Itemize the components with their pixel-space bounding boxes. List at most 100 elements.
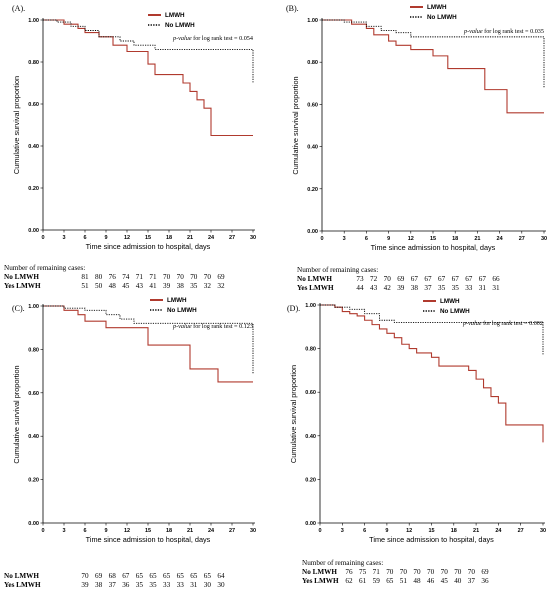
x-tick-label: 0 — [318, 528, 321, 534]
table-cell: 65 — [163, 572, 171, 580]
y-axis-label: Cumulative survival proportion — [289, 365, 298, 463]
table-cell: 37 — [467, 577, 475, 585]
x-tick-label: 12 — [406, 528, 412, 534]
x-tick-label: 21 — [473, 528, 479, 534]
km-chart-d: 0 3 6 9 12 15 18 21 24 27 30 0.00 0.20 0.40 0.60 0.80 1.… — [287, 298, 546, 544]
pvalue-prefix: p-value — [172, 35, 192, 42]
table-row: Yes LMWH 51 50 48 45 43 41 39 38 35 32 32 — [4, 282, 225, 290]
table-row: Yes LMWH 39 38 37 36 35 35 33 33 31 30 30 — [4, 581, 225, 589]
x-tick-label: 3 — [62, 235, 65, 241]
x-tick-label: 15 — [428, 528, 434, 534]
pvalue-annotation: p-value for log rank test = 0.054 — [172, 35, 253, 42]
panel-label: (B). — [286, 4, 299, 13]
table-cell: 41 — [149, 282, 157, 290]
table-cell: 64 — [217, 572, 225, 580]
x-tick-label: 27 — [518, 528, 524, 534]
x-tick-label: 6 — [83, 528, 86, 534]
km-chart-c: 0 3 6 9 12 15 18 21 24 27 30 0.00 0.20 0.40 0.60 0.80 1.… — [12, 297, 256, 544]
legend-lmwh-label: LMWH — [427, 4, 447, 11]
pvalue-prefix: p-value — [462, 320, 482, 327]
y-tick-label: 0.40 — [307, 145, 318, 151]
table-cell: 73 — [356, 275, 364, 283]
table-cell: 70 — [163, 273, 171, 281]
table-cell: 38 — [410, 284, 418, 292]
table-cell: 65 — [386, 577, 394, 585]
y-axis-label: Cumulative survival proportion — [12, 365, 21, 463]
table-cell: 67 — [122, 572, 130, 580]
x-tick-label: 15 — [430, 236, 436, 242]
table-cell: 35 — [190, 282, 198, 290]
y-tick-label: 0.60 — [28, 102, 39, 108]
table-cell: 71 — [149, 273, 157, 281]
table-cell: 39 — [81, 581, 89, 589]
table-cell: 48 — [413, 577, 421, 585]
table-cell: 76 — [345, 568, 353, 576]
series-lmwh-line — [43, 19, 253, 137]
x-tick-label: 18 — [166, 235, 172, 241]
y-tick-label: 0.40 — [28, 434, 39, 440]
table-row-label: Yes LMWH — [297, 284, 334, 292]
y-tick-label: 0.40 — [305, 434, 316, 440]
y-tick-label: 0.80 — [307, 60, 318, 66]
table-cell: 70 — [454, 568, 462, 576]
table-cell: 37 — [108, 581, 116, 589]
x-tick-label: 15 — [145, 235, 151, 241]
y-tick-label: 0.00 — [28, 228, 39, 234]
table-cell: 70 — [386, 568, 394, 576]
panel-label: (A). — [12, 4, 25, 13]
table-row-label: No LMWH — [302, 568, 337, 576]
y-axis-label: Cumulative survival proportion — [291, 76, 300, 174]
pvalue-rest: for log rank test = 0.035 — [483, 28, 544, 35]
table-cell: 36 — [481, 577, 489, 585]
x-tick-label: 30 — [250, 235, 256, 241]
table-cell: 69 — [95, 572, 103, 580]
legend-no-lmwh-label: No LMWH — [440, 308, 470, 315]
table-cell: 45 — [440, 577, 448, 585]
table-cell: 70 — [81, 572, 89, 580]
table-cell: 50 — [95, 282, 103, 290]
series-lmwh-line — [43, 305, 253, 383]
table-cell: 65 — [135, 572, 143, 580]
x-tick-label: 21 — [474, 236, 480, 242]
table-cell: 31 — [478, 284, 486, 292]
table-cell: 67 — [410, 275, 418, 283]
x-tick-label: 0 — [41, 528, 44, 534]
km-chart-a: 0 3 6 9 12 15 18 21 24 27 30 0.00 0.20 0.40 0.60 0.80 1.… — [12, 4, 256, 251]
table-cell: 39 — [397, 284, 405, 292]
table-cell: 35 — [451, 284, 459, 292]
table-cell: 75 — [359, 568, 367, 576]
table-cell: 65 — [203, 572, 211, 580]
x-tick-label: 24 — [208, 235, 215, 241]
table-cell: 70 — [413, 568, 421, 576]
x-tick-label: 3 — [341, 528, 344, 534]
table-cell: 67 — [424, 275, 432, 283]
table-cell: 42 — [383, 284, 391, 292]
x-axis-label: Time since admission to hospital, days — [369, 535, 494, 544]
panel-a: 0 3 6 9 12 15 18 21 24 27 30 0.00 0.20 0.40 0.60 0.80 1.… — [0, 0, 275, 297]
pvalue-prefix: p-value — [172, 323, 192, 330]
table-cell: 81 — [81, 273, 89, 281]
x-tick-label: 15 — [145, 528, 151, 534]
y-tick-label: 1.00 — [28, 18, 39, 24]
y-tick-label: 0.20 — [28, 478, 39, 484]
x-tick-label: 18 — [451, 528, 457, 534]
y-tick-label: 0.20 — [305, 477, 316, 483]
pvalue-rest: for log rank test = 0.123 — [192, 323, 253, 330]
legend-no-lmwh-label: No LMWH — [167, 307, 197, 314]
pvalue-annotation: p-value for log rank test = 0.035 — [463, 28, 544, 35]
table-cell: 67 — [451, 275, 459, 283]
table-cell: 71 — [135, 273, 143, 281]
legend-lmwh-label: LMWH — [165, 12, 185, 19]
panel-c: 0 3 6 9 12 15 18 21 24 27 30 0.00 0.20 0.40 0.60 0.80 1.… — [0, 297, 275, 595]
y-tick-label: 0.80 — [305, 347, 316, 353]
table-row-label: No LMWH — [297, 275, 332, 283]
y-tick-label: 0.80 — [28, 347, 39, 353]
table-cell: 51 — [81, 282, 89, 290]
x-tick-label: 24 — [495, 528, 502, 534]
x-tick-label: 12 — [408, 236, 414, 242]
table-cell: 65 — [149, 572, 157, 580]
table-cell: 69 — [217, 273, 225, 281]
pvalue-rest: for log rank test = 0.002 — [482, 320, 543, 327]
table-cell: 62 — [345, 577, 353, 585]
table-row: Yes LMWH 62 61 59 65 51 48 46 45 40 37 36 — [302, 577, 489, 585]
